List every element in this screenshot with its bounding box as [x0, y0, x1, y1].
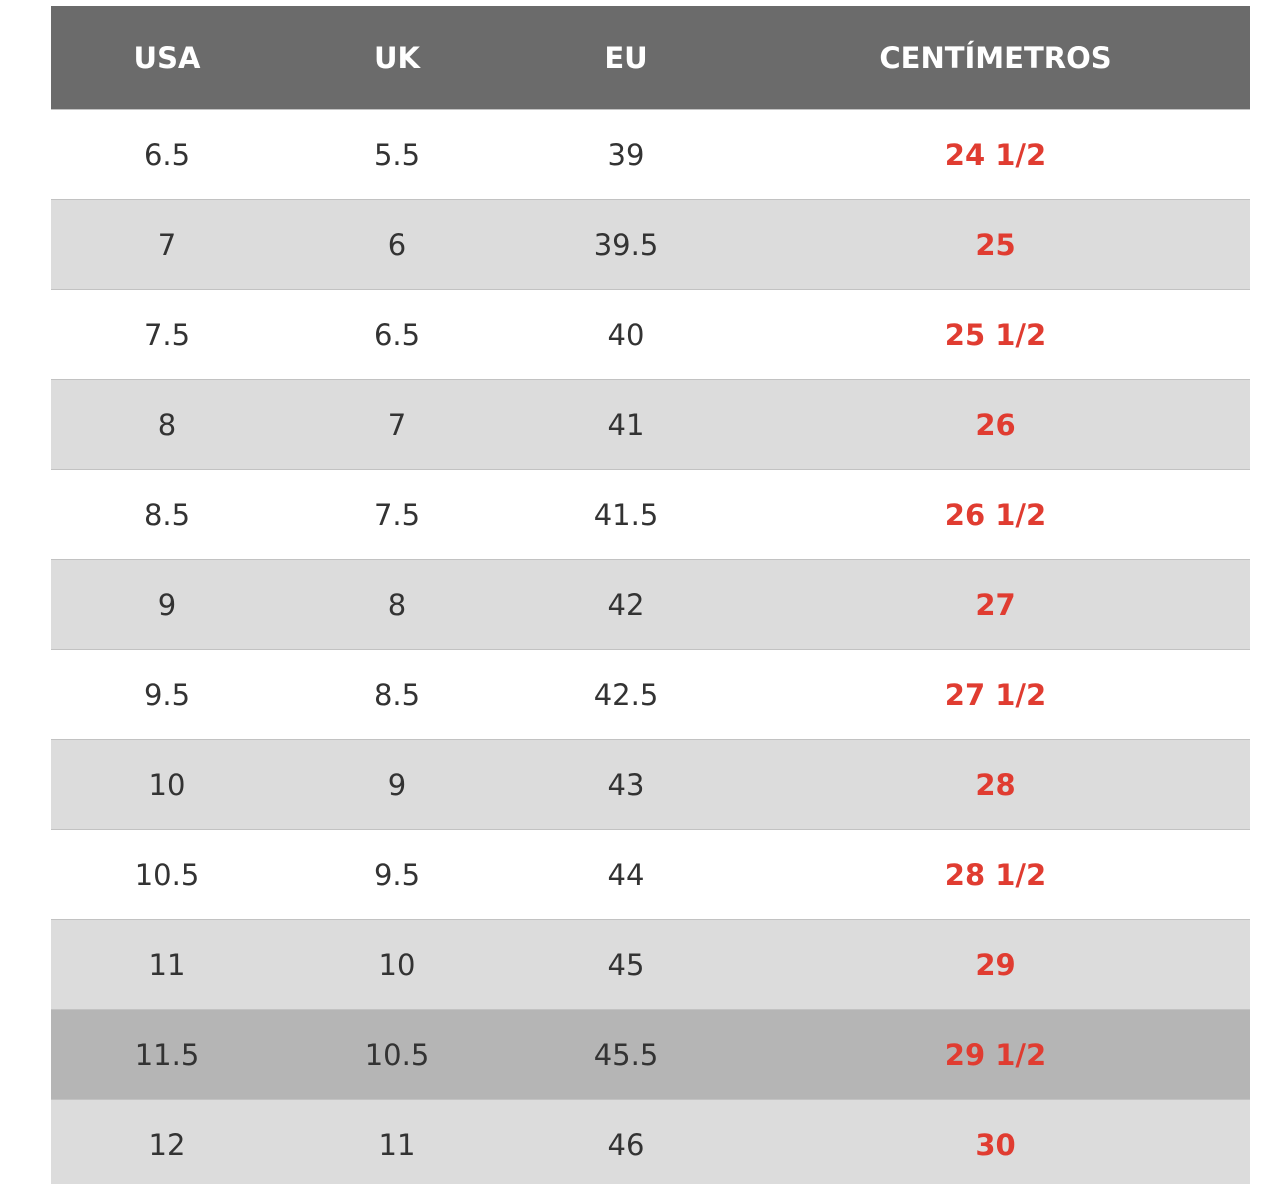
- table-row: 8 7 41 26: [51, 379, 1250, 470]
- table-cell: 39.5: [511, 199, 741, 290]
- table-cell: 6.5: [51, 109, 283, 200]
- table-cell: 9.5: [283, 829, 511, 920]
- table-row: 9.5 8.5 42.5 27 1/2: [51, 649, 1250, 740]
- size-table-container: USA UK EU CENTÍMETROS 6.5 5.5 39 24 1/2 7 6 39.5 2…: [51, 6, 1250, 1184]
- table-row: 11 10 45 29: [51, 919, 1250, 1010]
- table-cell: 8.5: [51, 469, 283, 560]
- table-header: USA UK EU CENTÍMETROS: [51, 6, 1250, 110]
- size-table: USA UK EU CENTÍMETROS 6.5 5.5 39 24 1/2 7 6 39.5 2…: [51, 6, 1250, 1184]
- table-cell: 11.5: [51, 1009, 283, 1100]
- table-cell: 29: [741, 919, 1250, 1010]
- table-row: 8.5 7.5 41.5 26 1/2: [51, 469, 1250, 560]
- table-row: 7.5 6.5 40 25 1/2: [51, 289, 1250, 380]
- table-cell: 10: [283, 919, 511, 1010]
- table-row: 10 9 43 28: [51, 739, 1250, 830]
- table-cell: 26: [741, 379, 1250, 470]
- table-cell: 39: [511, 109, 741, 200]
- table-row: 11.5 10.5 45.5 29 1/2: [51, 1009, 1250, 1100]
- table-cell: 26 1/2: [741, 469, 1250, 560]
- column-header: UK: [283, 6, 511, 110]
- table-cell: 12: [51, 1099, 283, 1184]
- table-cell: 46: [511, 1099, 741, 1184]
- table-row: 7 6 39.5 25: [51, 199, 1250, 290]
- table-cell: 8.5: [283, 649, 511, 740]
- table-cell: 45: [511, 919, 741, 1010]
- table-cell: 24 1/2: [741, 109, 1250, 200]
- table-cell: 8: [283, 559, 511, 650]
- table-body: 6.5 5.5 39 24 1/2 7 6 39.5 25 7.5 6.5 40 25 1/2 8 7 41…: [51, 109, 1250, 1184]
- table-cell: 42: [511, 559, 741, 650]
- table-cell: 6.5: [283, 289, 511, 380]
- header-row: USA UK EU CENTÍMETROS: [51, 6, 1250, 110]
- table-row: 6.5 5.5 39 24 1/2: [51, 109, 1250, 200]
- table-cell: 10.5: [283, 1009, 511, 1100]
- column-header: USA: [51, 6, 283, 110]
- table-cell: 41: [511, 379, 741, 470]
- table-cell: 5.5: [283, 109, 511, 200]
- table-cell: 9: [51, 559, 283, 650]
- table-cell: 7: [51, 199, 283, 290]
- table-cell: 7.5: [283, 469, 511, 560]
- table-cell: 11: [51, 919, 283, 1010]
- table-cell: 28 1/2: [741, 829, 1250, 920]
- table-cell: 30: [741, 1099, 1250, 1184]
- column-header: CENTÍMETROS: [741, 6, 1250, 110]
- table-row: 9 8 42 27: [51, 559, 1250, 650]
- table-cell: 9: [283, 739, 511, 830]
- table-cell: 28: [741, 739, 1250, 830]
- table-cell: 25 1/2: [741, 289, 1250, 380]
- table-cell: 42.5: [511, 649, 741, 740]
- table-cell: 40: [511, 289, 741, 380]
- table-cell: 29 1/2: [741, 1009, 1250, 1100]
- table-cell: 10.5: [51, 829, 283, 920]
- table-cell: 11: [283, 1099, 511, 1184]
- table-cell: 27: [741, 559, 1250, 650]
- table-row: 10.5 9.5 44 28 1/2: [51, 829, 1250, 920]
- table-cell: 9.5: [51, 649, 283, 740]
- table-cell: 10: [51, 739, 283, 830]
- table-cell: 27 1/2: [741, 649, 1250, 740]
- table-cell: 7: [283, 379, 511, 470]
- table-row: 12 11 46 30: [51, 1099, 1250, 1184]
- column-header: EU: [511, 6, 741, 110]
- table-cell: 25: [741, 199, 1250, 290]
- table-cell: 6: [283, 199, 511, 290]
- table-cell: 7.5: [51, 289, 283, 380]
- table-cell: 41.5: [511, 469, 741, 560]
- table-cell: 8: [51, 379, 283, 470]
- table-cell: 44: [511, 829, 741, 920]
- table-cell: 43: [511, 739, 741, 830]
- table-cell: 45.5: [511, 1009, 741, 1100]
